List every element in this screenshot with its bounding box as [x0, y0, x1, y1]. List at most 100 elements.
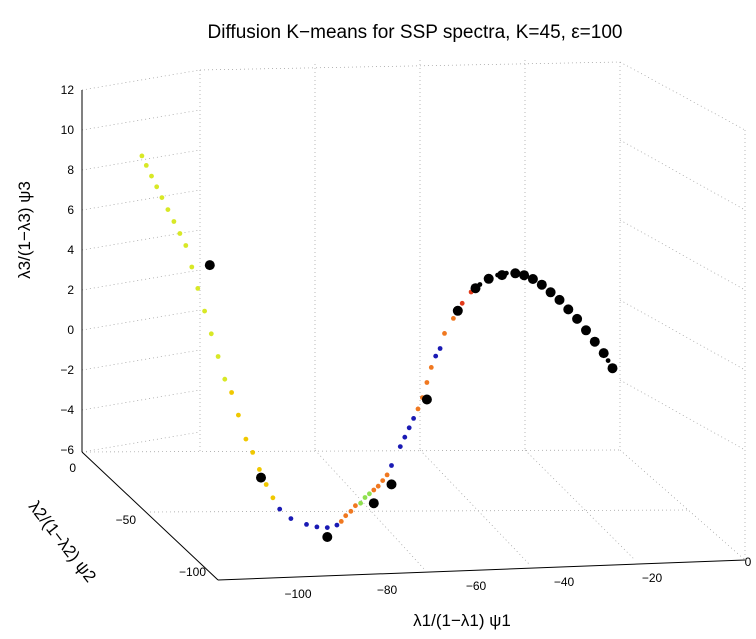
grid-lines [81, 60, 746, 571]
data-point [358, 500, 363, 506]
data-point [202, 308, 208, 314]
data-point [143, 163, 149, 168]
centroid-marker [519, 270, 530, 281]
data-point [605, 358, 611, 363]
data-point [433, 353, 439, 359]
data-point [277, 506, 283, 512]
data-point [149, 173, 154, 179]
z-axis-label: λ3/(1−λ3) ψ3 [15, 181, 34, 279]
data-point [208, 331, 214, 337]
data-point [195, 286, 201, 291]
centroid-marker [204, 260, 215, 271]
data-points [139, 153, 615, 530]
data-point [183, 243, 189, 248]
data-point [437, 346, 443, 351]
centroid-marker [545, 287, 556, 298]
centroid-marker [527, 274, 538, 284]
data-point [442, 331, 447, 336]
centroid-marker [598, 348, 609, 359]
data-point [189, 264, 195, 270]
data-point [304, 522, 309, 527]
data-point [338, 519, 344, 524]
centroid-marker [510, 268, 521, 279]
data-point [222, 376, 228, 382]
centroid-marker [572, 313, 583, 324]
data-point [154, 184, 160, 190]
data-point [411, 416, 416, 421]
data-point [343, 513, 349, 519]
data-point [243, 436, 249, 442]
z-tick-label: 0 [67, 323, 74, 337]
y-tick-label: −100 [179, 565, 206, 579]
data-point [334, 522, 340, 528]
centroid-marker [386, 479, 397, 490]
z-axis-ticks: 12 10 8 6 4 2 0 −2 −4 −6 [60, 83, 74, 457]
data-point [288, 516, 294, 521]
data-point [406, 425, 412, 431]
data-point [380, 478, 386, 483]
y-axis-ticks: 0 −50 −100 [69, 461, 206, 579]
data-point [459, 300, 465, 306]
centroid-marker [554, 294, 565, 305]
centroid-marker [536, 279, 547, 290]
z-tick-label: 8 [67, 163, 74, 177]
data-point [415, 406, 421, 412]
data-point [371, 487, 377, 493]
z-tick-label: 2 [67, 283, 74, 297]
x-tick-label: −40 [554, 575, 575, 589]
data-point [324, 525, 330, 530]
x-tick-label: −100 [284, 587, 311, 601]
y-tick-label: 0 [69, 461, 76, 475]
data-point [236, 412, 241, 418]
centroid-marker [589, 336, 600, 347]
data-point [250, 450, 256, 455]
data-point [397, 444, 403, 449]
data-point [263, 482, 269, 487]
x-tick-label: 0 [745, 555, 752, 569]
centroid-marker [470, 283, 481, 294]
data-point [314, 524, 320, 530]
y-axis-label: λ2/(1−λ2) ψ2 [25, 497, 100, 586]
data-point [367, 491, 372, 497]
centroid-marker [483, 273, 494, 284]
centroid-marker [322, 532, 333, 542]
z-tick-label: −6 [60, 443, 74, 457]
z-tick-label: 10 [61, 123, 75, 137]
x-tick-label: −20 [642, 571, 663, 585]
x-axis-ticks: −100 −80 −60 −40 −20 0 [284, 555, 751, 601]
z-tick-label: 12 [61, 83, 75, 97]
data-point [215, 354, 221, 359]
centroid-marker [607, 363, 618, 374]
data-point [353, 503, 358, 509]
centroid-marker [421, 394, 432, 405]
data-point [177, 231, 183, 236]
data-point [171, 219, 177, 224]
data-point [451, 316, 456, 321]
x-tick-label: −60 [466, 579, 487, 593]
data-point [229, 390, 235, 395]
data-point [402, 434, 408, 440]
data-point [424, 380, 430, 385]
z-tick-label: 6 [67, 203, 74, 217]
z-tick-label: −4 [60, 403, 74, 417]
data-point [159, 195, 165, 201]
x-tick-label: −80 [377, 583, 398, 597]
data-point [428, 365, 434, 370]
data-point [165, 207, 171, 213]
data-point [375, 483, 381, 489]
z-tick-label: −2 [60, 363, 74, 377]
x-axis-label: λ1/(1−λ1) ψ1 [413, 611, 511, 630]
z-tick-label: 4 [67, 243, 74, 257]
centroid-marker [497, 270, 507, 281]
centroid-marker [368, 498, 379, 509]
data-point [257, 467, 262, 472]
data-point [384, 472, 390, 478]
axes-frame [81, 90, 746, 581]
centroid-markers [204, 260, 618, 542]
chart-title: Diffusion K−means for SSP spectra, K=45,… [208, 22, 623, 43]
data-point [348, 508, 354, 514]
data-point [389, 463, 394, 468]
centroid-marker [452, 305, 463, 316]
y-tick-label: −50 [116, 513, 137, 527]
